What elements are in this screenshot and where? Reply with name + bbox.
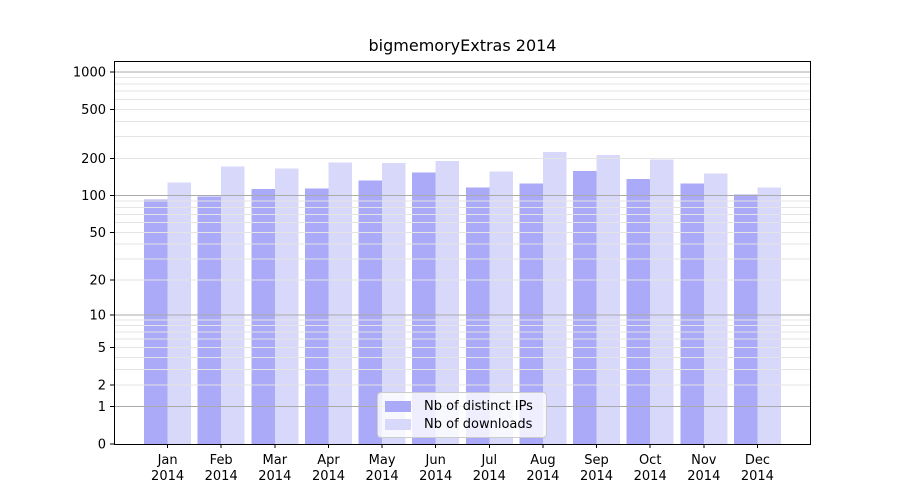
- legend-item-downloads: Nb of downloads: [385, 415, 539, 433]
- legend: Nb of distinct IPs Nb of downloads: [377, 392, 547, 438]
- x-tick-label-year-feb: 2014: [205, 469, 238, 484]
- y-tick-label-100: 100: [81, 189, 106, 204]
- x-tick-label-month-feb: Feb: [210, 453, 233, 468]
- bar-apr-distinct-ips: [305, 188, 329, 444]
- y-tick-label-1: 1: [98, 400, 106, 415]
- bar-jul-downloads: [489, 171, 513, 444]
- y-tick-label-5: 5: [98, 341, 106, 356]
- bar-may-downloads: [382, 163, 406, 444]
- x-tick-label-year-jul: 2014: [473, 469, 506, 484]
- x-tick-label-year-nov: 2014: [687, 469, 720, 484]
- x-tick-label-year-may: 2014: [366, 469, 399, 484]
- legend-label-distinct-ips: Nb of distinct IPs: [424, 398, 533, 414]
- x-tick-label-month-aug: Aug: [530, 453, 555, 468]
- bar-jun-distinct-ips: [412, 172, 436, 444]
- bar-dec-downloads: [757, 187, 781, 444]
- bar-jun-downloads: [435, 160, 460, 444]
- y-tick-label-20: 20: [89, 274, 106, 289]
- bar-aug-distinct-ips: [519, 183, 543, 444]
- chart-title: bigmemoryExtras 2014: [368, 36, 557, 55]
- y-tick-label-2: 2: [98, 378, 106, 393]
- y-tick-label-10: 10: [89, 308, 106, 323]
- bar-mar-distinct-ips: [251, 189, 275, 444]
- x-tick-label-year-jan: 2014: [151, 469, 184, 484]
- bar-mar-downloads: [274, 168, 299, 444]
- bar-dec-distinct-ips: [733, 194, 758, 444]
- x-tick-label-month-jul: Jul: [480, 453, 497, 468]
- bar-apr-downloads: [328, 162, 352, 444]
- bar-jan-distinct-ips: [144, 199, 168, 444]
- x-tick-label-month-sep: Sep: [584, 453, 609, 468]
- x-tick-label-month-may: May: [369, 453, 396, 468]
- x-tick-label-month-dec: Dec: [745, 453, 770, 468]
- legend-item-distinct-ips: Nb of distinct IPs: [385, 397, 539, 415]
- x-tick-label-year-jun: 2014: [419, 469, 452, 484]
- bar-jul-distinct-ips: [465, 187, 490, 444]
- bar-oct-distinct-ips: [626, 179, 651, 444]
- x-tick-label-month-oct: Oct: [639, 453, 661, 468]
- y-tick-label-0: 0: [98, 438, 106, 453]
- x-tick-label-year-mar: 2014: [258, 469, 291, 484]
- bar-sep-distinct-ips: [573, 171, 597, 444]
- bar-may-distinct-ips: [358, 180, 383, 445]
- x-tick-label-year-aug: 2014: [526, 469, 559, 484]
- legend-label-downloads: Nb of downloads: [424, 416, 533, 432]
- y-tick-label-50: 50: [89, 226, 106, 241]
- y-tick-label-1000: 1000: [73, 66, 106, 81]
- bar-oct-downloads: [650, 159, 674, 445]
- legend-swatch-downloads: [385, 418, 411, 430]
- bar-aug-downloads: [542, 152, 567, 444]
- x-tick-label-year-oct: 2014: [634, 469, 667, 484]
- x-tick-label-month-mar: Mar: [263, 453, 288, 468]
- x-tick-label-month-jan: Jan: [157, 453, 178, 468]
- bar-jan-downloads: [167, 182, 192, 444]
- legend-swatch-distinct-ips: [385, 400, 411, 412]
- x-tick-label-month-nov: Nov: [691, 453, 717, 468]
- bar-sep-downloads: [596, 154, 620, 445]
- x-tick-label-year-sep: 2014: [580, 469, 613, 484]
- y-tick-label-200: 200: [81, 152, 106, 167]
- bar-nov-downloads: [703, 173, 728, 444]
- x-tick-label-year-dec: 2014: [741, 469, 774, 484]
- plot-border: [114, 61, 811, 445]
- x-tick-label-month-jun: Jun: [425, 453, 446, 468]
- x-tick-label-month-apr: Apr: [317, 453, 340, 468]
- bar-nov-distinct-ips: [680, 183, 704, 444]
- bar-feb-downloads: [221, 166, 245, 444]
- x-tick-label-year-apr: 2014: [312, 469, 345, 484]
- y-tick-label-500: 500: [81, 103, 106, 118]
